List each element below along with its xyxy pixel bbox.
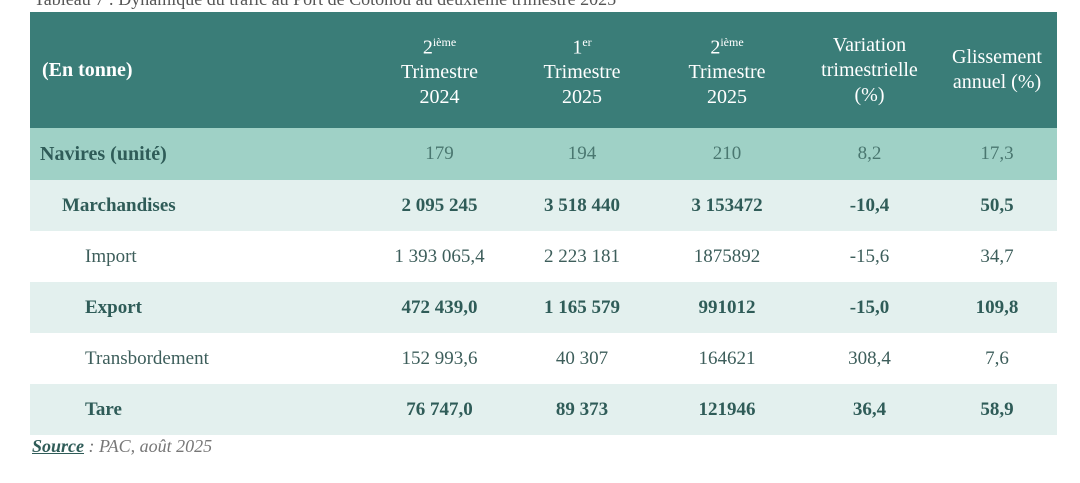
row-value: 1875892 <box>693 245 761 267</box>
row-label: Export <box>30 282 367 333</box>
table-row: Import 1 393 065,4 2 223 181 1875892 -15,6 34… <box>30 231 1057 282</box>
row-label: Transbordement <box>85 347 209 369</box>
table-row: Transbordement 152 993,6 40 307 164621 308,4… <box>30 333 1057 384</box>
table-row: Marchandises 2 095 245 3 518 440 3 153472 -1… <box>30 180 1057 231</box>
traffic-table: (En tonne) 2ième Trimestre 2024 1er Trimest… <box>30 12 1057 435</box>
row-label: Import <box>85 245 137 267</box>
table-title: Tableau 7 : Dynamique du trafic au Port … <box>34 0 616 10</box>
row-value: 179 <box>367 128 512 180</box>
row-value: 3 518 440 <box>512 180 652 231</box>
row-value: 17,3 <box>937 128 1057 180</box>
table-row: Navires (unité) 179 194 210 8,2 17,3 <box>30 128 1057 180</box>
row-value: -15,6 <box>849 245 890 267</box>
row-value: 2 095 245 <box>367 180 512 231</box>
row-value: -10,4 <box>802 180 937 231</box>
table-row: Tare 76 747,0 89 373 121946 36,4 58,9 <box>30 384 1057 435</box>
row-value: 164621 <box>698 347 756 369</box>
row-value: 152 993,6 <box>401 347 478 369</box>
row-value: 1 393 065,4 <box>394 245 485 267</box>
row-value: 89 373 <box>512 384 652 435</box>
row-value: 3 153472 <box>652 180 802 231</box>
header-row: (En tonne) 2ième Trimestre 2024 1er Trimest… <box>30 12 1057 128</box>
row-value: 2 223 181 <box>544 245 620 267</box>
source-text: : PAC, août 2025 <box>84 436 213 456</box>
row-value: 991012 <box>652 282 802 333</box>
row-value: 472 439,0 <box>367 282 512 333</box>
row-value: 34,7 <box>980 245 1014 267</box>
header-variation: Variation trimestrielle (%) <box>802 12 937 128</box>
row-value: 210 <box>652 128 802 180</box>
row-value: 8,2 <box>802 128 937 180</box>
row-value: 194 <box>512 128 652 180</box>
row-value: 308,4 <box>848 347 891 369</box>
row-value: 7,6 <box>985 347 1009 369</box>
row-label: Tare <box>30 384 367 435</box>
table-row: Export 472 439,0 1 165 579 991012 -15,0 109,8 <box>30 282 1057 333</box>
row-value: -15,0 <box>802 282 937 333</box>
row-value: 50,5 <box>937 180 1057 231</box>
row-label: Navires (unité) <box>30 128 367 180</box>
source-label: Source <box>32 436 85 456</box>
row-label: Marchandises <box>30 180 367 231</box>
row-value: 109,8 <box>937 282 1057 333</box>
header-unit: (En tonne) <box>30 12 367 128</box>
header-glissement: Glissement annuel (%) <box>937 12 1057 128</box>
row-value: 121946 <box>652 384 802 435</box>
row-value: 58,9 <box>937 384 1057 435</box>
row-value: 36,4 <box>802 384 937 435</box>
row-value: 76 747,0 <box>367 384 512 435</box>
row-value: 40 307 <box>555 347 609 369</box>
source-note: Source : PAC, août 2025 <box>32 436 212 457</box>
header-q2-2025: 2ième Trimestre 2025 <box>652 12 802 128</box>
row-value: 1 165 579 <box>512 282 652 333</box>
header-q1-2025: 1er Trimestre 2025 <box>512 12 652 128</box>
header-q2-2024: 2ième Trimestre 2024 <box>367 12 512 128</box>
